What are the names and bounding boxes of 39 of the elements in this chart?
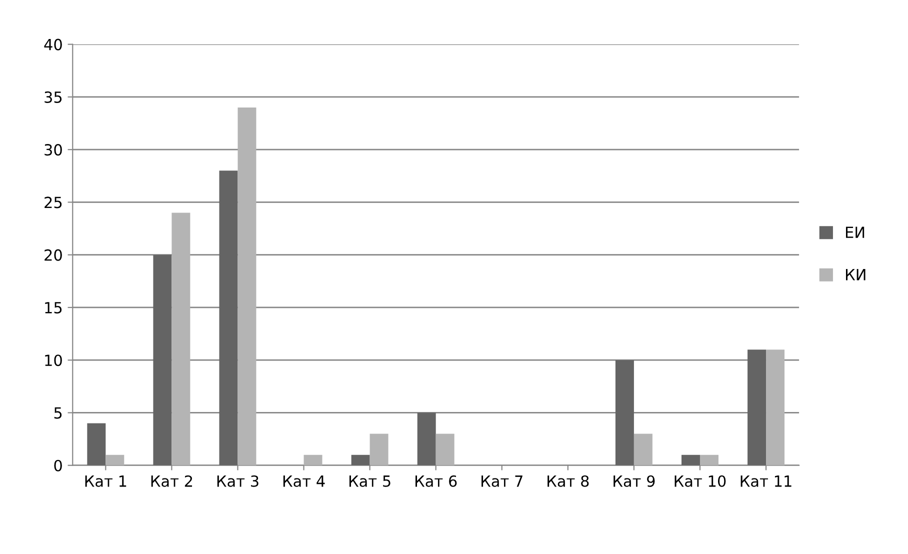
x-tick-label: Кат 7	[482, 476, 522, 487]
y-tick-label: 40	[44, 38, 62, 50]
legend-label: КИ	[846, 269, 866, 280]
x-tick-label: Кат 1	[85, 476, 126, 487]
bar	[417, 412, 436, 466]
x-tick-label: Кат 9	[614, 475, 655, 487]
bar	[748, 350, 766, 466]
x-tick-label: Кат 11	[740, 476, 792, 487]
bar	[172, 212, 190, 466]
bar	[615, 360, 634, 466]
x-tick-label: Кат 3	[217, 475, 258, 487]
y-tick-label: 35	[44, 91, 62, 103]
x-tick-label: Кат 2	[151, 475, 192, 487]
bar	[219, 170, 238, 466]
bar	[436, 434, 454, 466]
legend-label: ЕИ	[846, 226, 864, 238]
y-tick-label: 10	[45, 354, 62, 366]
bar	[766, 350, 785, 466]
y-tick-label: 25	[44, 196, 62, 208]
bar	[304, 454, 322, 466]
bar	[106, 454, 124, 466]
x-tick-label: Кат 8	[548, 475, 589, 487]
y-tick-label: 5	[54, 407, 62, 419]
bar	[681, 454, 700, 466]
y-tick-label: 0	[54, 460, 62, 472]
bar	[238, 107, 256, 466]
bar	[700, 454, 718, 466]
bar	[370, 434, 388, 466]
bar	[87, 423, 106, 466]
bar	[634, 434, 652, 466]
x-tick-label: Кат 5	[349, 476, 390, 487]
x-tick-label: Кат 6	[415, 475, 457, 487]
bar	[153, 254, 172, 466]
x-tick-label: Кат 4	[283, 476, 325, 487]
y-tick-label: 15	[45, 302, 62, 314]
bar	[351, 454, 370, 466]
y-tick-label: 30	[44, 144, 62, 156]
y-tick-label: 20	[44, 249, 62, 261]
x-tick-label: Кат 10	[674, 475, 726, 487]
